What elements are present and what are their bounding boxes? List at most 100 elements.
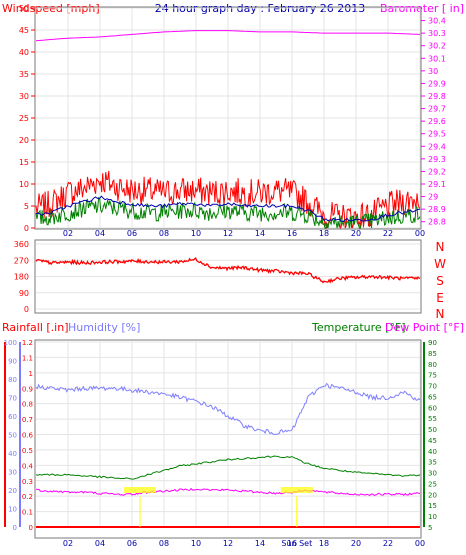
humidity-tick-label: 100 — [4, 339, 17, 347]
temperature-tick-label: 50 — [428, 426, 437, 434]
temperature-tick-label: 30 — [428, 470, 437, 478]
rainfall-tick-label: 0.6 — [22, 432, 34, 440]
barometer-tick-label: 30.2 — [428, 42, 446, 51]
wind-tick-label: 0 — [24, 224, 29, 233]
wind-tick-label: 10 — [19, 180, 29, 189]
humidity-tick-label: 90 — [8, 358, 17, 366]
wind-x-tick-label: 10 — [191, 229, 201, 238]
humidity-tick-label: 40 — [8, 450, 17, 458]
wind-tick-label: 30 — [19, 92, 29, 101]
direction-tick-label: 180 — [14, 273, 29, 282]
temperature-tick-label: 60 — [428, 404, 437, 412]
temperature-series — [35, 455, 421, 480]
series-layer — [35, 30, 421, 528]
wind-tick-label: 45 — [19, 26, 29, 35]
barometer-tick-label: 30.3 — [428, 29, 446, 38]
wind-mean-series — [35, 195, 421, 223]
temperature-tick-label: 40 — [428, 448, 437, 456]
sun-marker — [280, 487, 313, 493]
barometer-tick-label: 29.2 — [428, 167, 446, 176]
wind-x-tick-label: 12 — [223, 229, 233, 238]
barometer-tick-label: 30 — [428, 67, 438, 76]
wind-tick-label: 20 — [19, 136, 29, 145]
humidity-tick-label: 60 — [8, 413, 17, 421]
temperature-axis-title: Temperature [°F] — [311, 321, 406, 334]
grid-layer — [36, 7, 421, 528]
dewpoint-axis-title: Dew Point [°F] — [385, 321, 464, 334]
temperature-tick-label: 70 — [428, 383, 437, 391]
barometer-tick-label: 28.9 — [428, 205, 446, 214]
rainfall-tick-label: 1.1 — [22, 354, 33, 362]
rainfall-tick-label: 0 — [29, 524, 33, 532]
direction-label-n-top: N — [436, 240, 445, 254]
direction-label-s: S — [436, 274, 444, 288]
temperature-tick-label: 15 — [428, 502, 437, 510]
humidity-tick-label: 20 — [8, 487, 17, 495]
barometer-tick-label: 29 — [428, 193, 438, 202]
barometer-tick-label: 29.7 — [428, 105, 446, 114]
barometer-tick-label: 30.4 — [428, 17, 446, 26]
wind-x-tick-label: 20 — [351, 229, 361, 238]
axes-layer: 0510152025303540455028.828.92929.129.229… — [4, 4, 446, 548]
lower-x-tick-label: 18 — [319, 539, 329, 548]
barometer-series — [35, 30, 421, 42]
wind-tick-label: 50 — [19, 4, 29, 13]
barometer-tick-label: 29.1 — [428, 180, 446, 189]
direction-tick-label: 0 — [24, 305, 29, 314]
direction-tick-label: 360 — [14, 240, 29, 249]
temperature-tick-label: 45 — [428, 437, 437, 445]
temperature-tick-label: 5 — [428, 524, 432, 532]
direction-label-n-bottom: N — [436, 307, 445, 321]
temperature-tick-label: 20 — [428, 491, 437, 499]
temperature-tick-label: 75 — [428, 372, 437, 380]
lower-x-tick-label: 08 — [159, 539, 169, 548]
wind-x-tick-label: 00 — [415, 229, 425, 238]
humidity-series — [35, 382, 421, 436]
temperature-tick-label: 25 — [428, 480, 437, 488]
wind-x-tick-label: 06 — [127, 229, 137, 238]
barometer-tick-label: 29.8 — [428, 92, 446, 101]
wind-tick-label: 40 — [19, 48, 29, 57]
rainfall-tick-label: 0.7 — [22, 416, 33, 424]
humidity-tick-label: 80 — [8, 376, 17, 384]
rainfall-tick-label: 0.3 — [22, 478, 33, 486]
sun-marker — [124, 487, 156, 493]
humidity-tick-label: 10 — [8, 506, 17, 514]
rainfall-tick-label: 0.5 — [22, 447, 33, 455]
wind-x-tick-label: 18 — [319, 229, 329, 238]
barometer-tick-label: 29.9 — [428, 79, 446, 88]
wind-average-series — [35, 196, 421, 229]
rainfall-tick-label: 0.9 — [22, 385, 33, 393]
temperature-tick-label: 55 — [428, 415, 437, 423]
rainfall-tick-label: 0.8 — [22, 401, 33, 409]
humidity-tick-label: 70 — [8, 395, 17, 403]
barometer-tick-label: 30.1 — [428, 54, 446, 63]
wind-x-tick-label: 02 — [63, 229, 73, 238]
wind-tick-label: 15 — [19, 158, 29, 167]
barometer-tick-label: 29.4 — [428, 142, 446, 151]
barometer-tick-label: 28.8 — [428, 218, 446, 227]
lower-x-tick-label: 22 — [383, 539, 393, 548]
temperature-tick-label: 80 — [428, 361, 437, 369]
rainfall-axis-title: Rainfall [.in] — [2, 321, 69, 334]
barometer-tick-label: 29.5 — [428, 130, 446, 139]
temperature-tick-label: 85 — [428, 350, 437, 358]
direction-tick-label: 270 — [14, 256, 29, 265]
dewpoint-series — [35, 487, 421, 496]
rainfall-tick-label: 1 — [29, 370, 33, 378]
direction-label-e: E — [436, 291, 444, 305]
lower-x-tick-label: 14 — [255, 539, 265, 548]
rainfall-tick-label: 0.1 — [22, 509, 33, 517]
lower-x-tick-label: 16 — [287, 539, 297, 548]
wind-x-tick-label: 14 — [255, 229, 265, 238]
humidity-tick-label: 0 — [13, 524, 17, 532]
lower-x-tick-label: 02 — [63, 539, 73, 548]
wind-tick-label: 35 — [19, 70, 29, 79]
wind-tick-label: 25 — [19, 114, 29, 123]
lower-x-tick-label: 04 — [95, 539, 105, 548]
temperature-tick-label: 10 — [428, 513, 437, 521]
lower-x-tick-label: 06 — [127, 539, 137, 548]
lower-x-tick-label: 00 — [415, 539, 425, 548]
humidity-tick-label: 30 — [8, 469, 17, 477]
